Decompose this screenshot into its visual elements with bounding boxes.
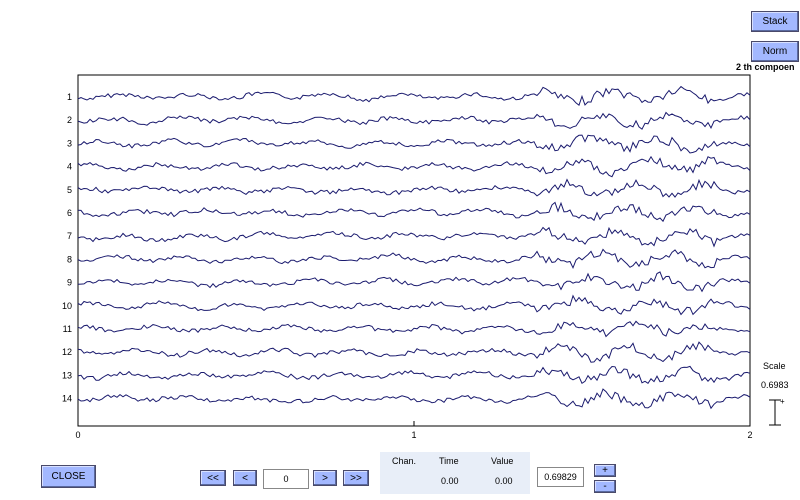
channel-trace — [77, 248, 751, 270]
channel-label: 7 — [67, 231, 72, 241]
channel-trace — [77, 111, 751, 130]
value-value: 0.00 — [495, 476, 513, 486]
last-page-button[interactable]: >> — [343, 470, 369, 486]
scale-value: 0.6983 — [761, 380, 789, 390]
value-header: Value — [491, 456, 514, 466]
channel-label: 5 — [67, 185, 72, 195]
channel-label: 3 — [67, 138, 72, 148]
channel-trace — [77, 388, 751, 410]
page-number-field[interactable]: 0 — [263, 469, 309, 489]
channel-trace — [77, 294, 751, 316]
channel-trace — [77, 341, 751, 363]
close-button[interactable]: CLOSE — [41, 465, 96, 488]
chan-header: Chan. — [392, 456, 417, 466]
prev-page-button[interactable]: < — [233, 470, 257, 486]
channel-label: 6 — [67, 208, 72, 218]
scale-label: Scale — [763, 361, 786, 371]
channel-label: 9 — [67, 278, 72, 288]
channel-label: 14 — [62, 394, 72, 404]
scale-increase-button[interactable]: + — [594, 464, 616, 477]
channel-trace — [77, 201, 751, 223]
stack-button[interactable]: Stack — [751, 11, 799, 32]
next-page-button[interactable]: > — [313, 470, 337, 486]
norm-button[interactable]: Norm — [751, 41, 799, 62]
channel-label: 1 — [67, 92, 72, 102]
x-tick-label: 2 — [747, 430, 752, 440]
channel-label: 12 — [62, 347, 72, 357]
channel-label: 2 — [67, 115, 72, 125]
channel-label: 8 — [67, 254, 72, 264]
channel-trace — [77, 365, 751, 385]
channel-label: 11 — [63, 324, 72, 334]
channel-trace — [77, 134, 751, 154]
channel-trace — [77, 178, 751, 198]
first-page-button[interactable]: << — [200, 470, 226, 486]
svg-text:+: + — [780, 397, 785, 406]
channel-label: 4 — [67, 162, 72, 172]
x-tick-label: 1 — [411, 430, 416, 440]
channel-trace — [77, 155, 751, 178]
cursor-readout-panel — [380, 452, 530, 494]
channel-trace — [77, 226, 751, 248]
time-header: Time — [439, 456, 459, 466]
channel-trace — [77, 271, 751, 293]
channel-label: 13 — [62, 370, 72, 380]
scale-field[interactable]: 0.69829 — [537, 467, 584, 487]
channel-trace — [77, 85, 751, 107]
time-value: 0.00 — [441, 476, 459, 486]
channel-trace — [77, 320, 751, 338]
scale-bar-icon: + — [769, 397, 785, 426]
scale-decrease-button[interactable]: - — [594, 480, 616, 493]
channel-label: 10 — [62, 301, 72, 311]
x-tick-label: 0 — [75, 430, 80, 440]
component-label: 2 th compoen — [736, 62, 795, 72]
